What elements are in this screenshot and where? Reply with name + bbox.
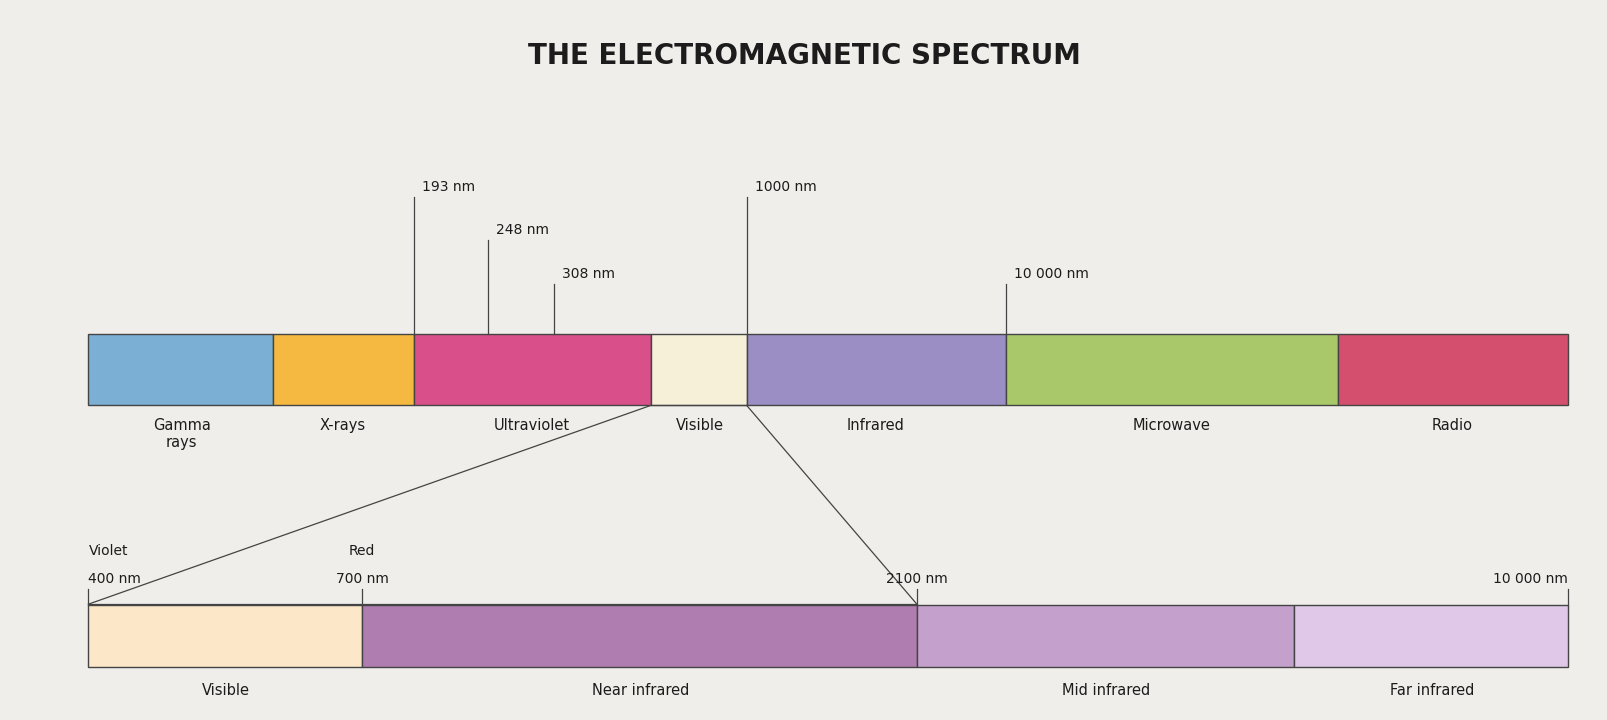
Bar — [1337, 334, 1567, 405]
Bar — [916, 605, 1294, 667]
Text: X-rays: X-rays — [320, 418, 366, 433]
Text: 10 000 nm: 10 000 nm — [1491, 572, 1567, 586]
Bar — [746, 334, 1004, 405]
Text: Mid infrared: Mid infrared — [1062, 683, 1149, 698]
Bar — [1294, 605, 1567, 667]
Text: Microwave: Microwave — [1131, 418, 1210, 433]
Bar — [1004, 334, 1337, 405]
Text: 1000 nm: 1000 nm — [754, 180, 816, 194]
Text: THE ELECTROMAGNETIC SPECTRUM: THE ELECTROMAGNETIC SPECTRUM — [527, 42, 1080, 71]
Bar — [651, 334, 746, 405]
Text: Infrared: Infrared — [845, 418, 903, 433]
Text: Red: Red — [349, 544, 374, 558]
Text: Visible: Visible — [675, 418, 723, 433]
Text: Ultraviolet: Ultraviolet — [493, 418, 570, 433]
Text: Radio: Radio — [1430, 418, 1472, 433]
Text: 2100 nm: 2100 nm — [885, 572, 947, 586]
Text: Violet: Violet — [88, 544, 129, 558]
Bar — [88, 605, 362, 667]
Text: 10 000 nm: 10 000 nm — [1012, 267, 1088, 281]
Bar — [413, 334, 651, 405]
Text: 400 nm: 400 nm — [88, 572, 141, 586]
Bar — [88, 334, 273, 405]
Bar — [273, 334, 413, 405]
Text: 193 nm: 193 nm — [421, 180, 474, 194]
Text: Far infrared: Far infrared — [1388, 683, 1474, 698]
Text: Gamma
rays: Gamma rays — [153, 418, 211, 450]
Bar — [362, 605, 916, 667]
Text: 308 nm: 308 nm — [562, 267, 615, 281]
Text: Near infrared: Near infrared — [591, 683, 688, 698]
Text: 700 nm: 700 nm — [336, 572, 389, 586]
Text: 248 nm: 248 nm — [495, 223, 548, 238]
Text: Visible: Visible — [202, 683, 249, 698]
